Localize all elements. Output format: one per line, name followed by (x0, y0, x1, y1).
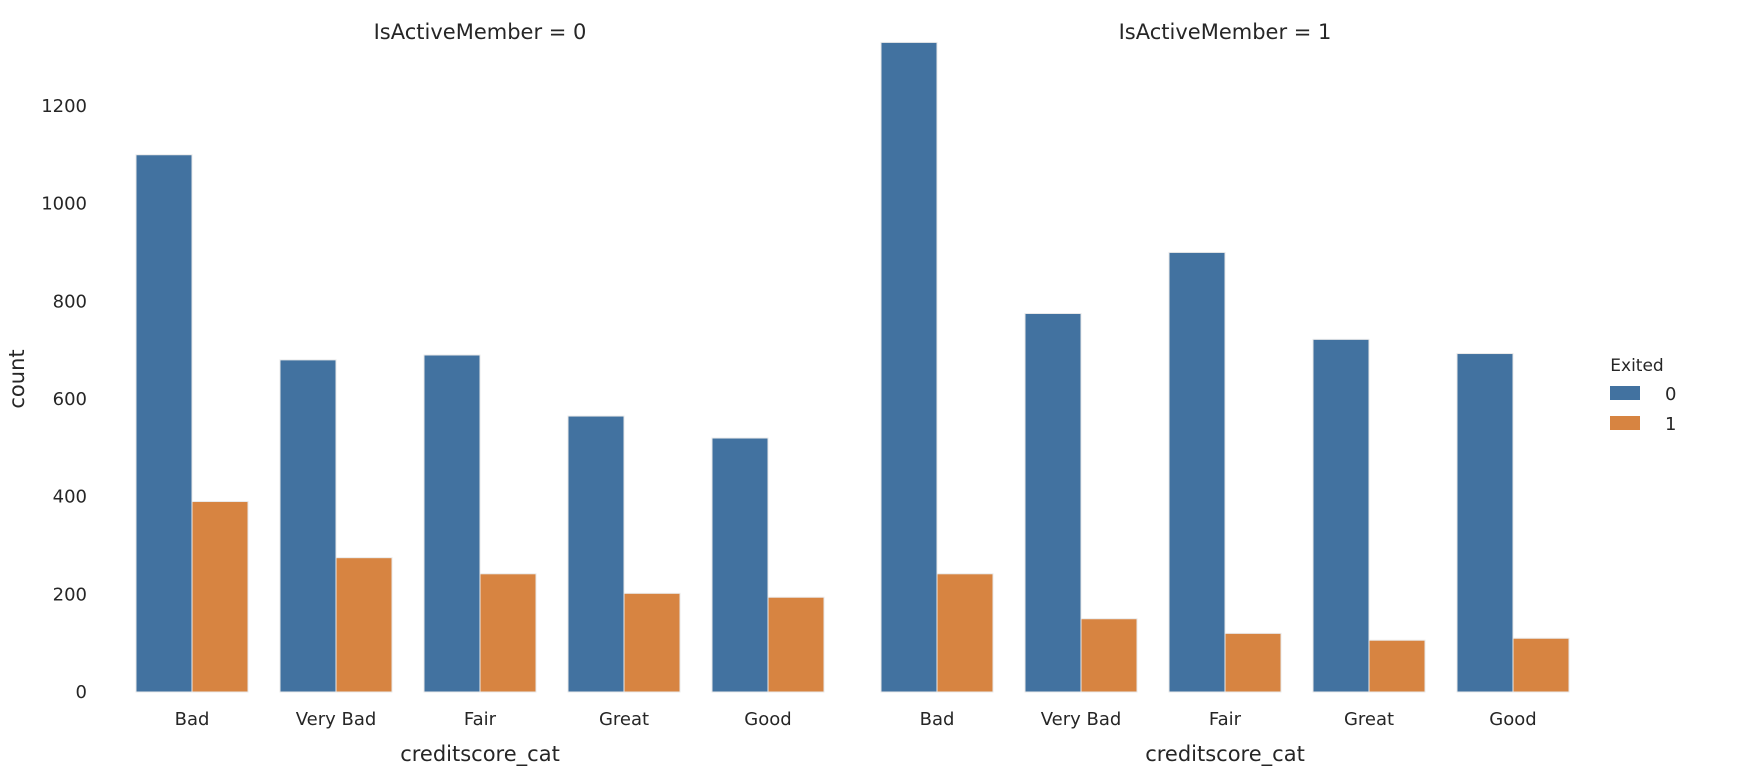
y-tick-label: 200 (53, 584, 87, 605)
bar (623, 592, 681, 693)
y-tick-label: 1200 (41, 96, 87, 117)
x-tick-label: Very Bad (296, 709, 377, 730)
y-tick-label: 600 (53, 389, 87, 410)
panel-title: IsActiveMember = 0 (374, 20, 587, 44)
bar (1024, 312, 1082, 693)
panel-1: IsActiveMember = 1 Bad Very Bad Fair Great Go… (880, 20, 1570, 767)
bar (423, 354, 481, 693)
x-tick-label: Fair (1209, 709, 1242, 730)
legend-title: Exited (1610, 356, 1663, 376)
x-tick-label: Good (1489, 709, 1536, 730)
x-tick-label: Very Bad (1041, 709, 1122, 730)
legend-label-1: 1 (1665, 414, 1676, 435)
bar (1168, 251, 1226, 693)
x-axis-label: creditscore_cat (1145, 742, 1305, 767)
legend: Exited 0 1 (1610, 356, 1676, 435)
bar (135, 154, 193, 693)
x-tick-label: Great (1344, 709, 1394, 730)
bar (1312, 338, 1370, 693)
x-tick-label: Bad (175, 709, 210, 730)
bar (335, 557, 393, 693)
bar (880, 41, 938, 693)
x-tick-label: Bad (920, 709, 955, 730)
y-tick-label: 400 (53, 487, 87, 508)
bar (1512, 637, 1570, 693)
bar (191, 501, 249, 693)
bar (1368, 639, 1426, 693)
bar (279, 359, 337, 693)
y-axis-label: count (5, 349, 29, 408)
legend-swatch-0 (1610, 386, 1640, 400)
bar (711, 437, 769, 693)
bar (936, 573, 994, 693)
y-tick-label: 1000 (41, 194, 87, 215)
bar (1456, 353, 1514, 693)
bar (1080, 618, 1138, 693)
y-tick-label: 800 (53, 291, 87, 312)
panel-0: IsActiveMember = 0 Bad Very Bad Fair Great Go… (135, 20, 825, 767)
x-tick-label: Great (599, 709, 649, 730)
x-axis-label: creditscore_cat (400, 742, 560, 767)
bar (479, 573, 537, 693)
x-tick-label: Fair (464, 709, 497, 730)
bar (567, 415, 625, 693)
y-tick-label: 0 (76, 682, 87, 703)
bar (767, 596, 825, 693)
legend-swatch-1 (1610, 416, 1640, 430)
panels-layer: 0 200 400 600 800 1000 1200 IsActiveMember = 0 B… (41, 20, 1570, 767)
bar (1224, 632, 1282, 693)
legend-label-0: 0 (1665, 384, 1676, 405)
x-tick-label: Good (744, 709, 791, 730)
panel-title: IsActiveMember = 1 (1119, 20, 1332, 44)
